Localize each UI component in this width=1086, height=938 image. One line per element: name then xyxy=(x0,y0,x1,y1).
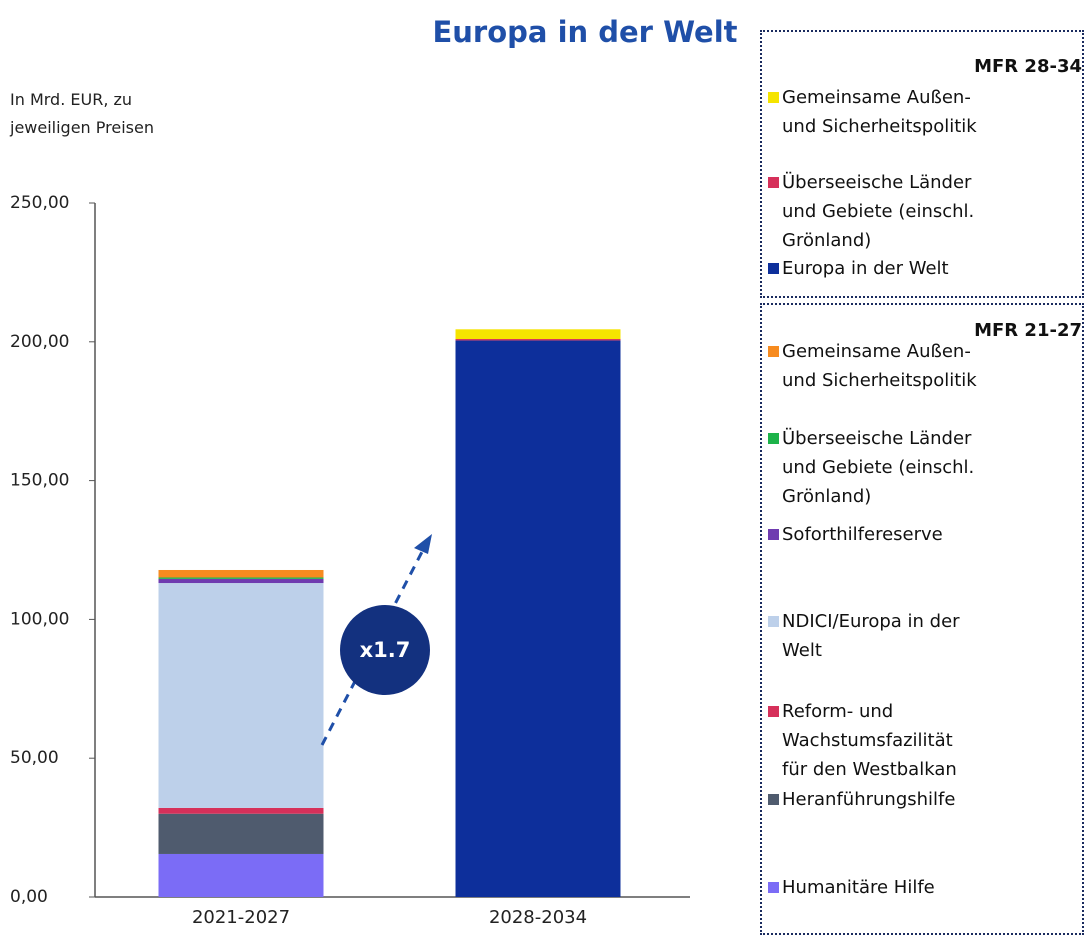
legend-swatch xyxy=(768,616,779,627)
legend-title: MFR 21-27 xyxy=(974,320,1082,341)
bar-segment xyxy=(158,583,324,808)
y-tick-label: 200,00 xyxy=(10,332,69,352)
bar-segment xyxy=(455,339,621,341)
annotation-badge xyxy=(340,605,430,695)
legend-label: Soforthilfereserve xyxy=(782,524,943,545)
legend-swatch xyxy=(768,433,779,444)
legend-item: Heranführungshilfe xyxy=(768,785,956,814)
bar-segment xyxy=(158,578,324,584)
legend-swatch xyxy=(768,794,779,805)
legend-box xyxy=(760,303,1084,935)
legend-box xyxy=(760,30,1084,298)
bar-segment xyxy=(158,577,324,579)
annotation: x1.7 xyxy=(360,638,411,662)
y-tick-label: 150,00 xyxy=(10,471,69,491)
x-tick-label: 2028-2034 xyxy=(489,907,587,928)
y-tick-label: 250,00 xyxy=(10,193,69,213)
bar-segment xyxy=(158,807,324,814)
legend-swatch xyxy=(768,706,779,717)
bar-segment xyxy=(455,340,621,897)
legend-item: Gemeinsame Außen- und Sicherheitspolitik xyxy=(768,83,977,141)
legend-title: MFR 28-34 xyxy=(974,56,1082,77)
bar-segment xyxy=(158,853,324,897)
x-tick-label: 2021-2027 xyxy=(192,907,290,928)
legend-label: Heranführungshilfe xyxy=(782,789,956,810)
legend-label: Gemeinsame Außen- und Sicherheitspolitik xyxy=(782,341,977,391)
legend-item: Humanitäre Hilfe xyxy=(768,873,935,902)
legend-swatch xyxy=(768,177,779,188)
bar-segment xyxy=(158,569,324,578)
legend-swatch xyxy=(768,882,779,893)
legend-item: Überseeische Länder und Gebiete (einschl… xyxy=(768,424,975,511)
arrow-head xyxy=(414,534,432,554)
legend-item: Europa in der Welt xyxy=(768,254,949,283)
y-axis-label: In Mrd. EUR, zu jeweiligen Preisen xyxy=(10,90,154,137)
legend-label: Humanitäre Hilfe xyxy=(782,877,935,898)
chart-title: Europa in der Welt xyxy=(432,15,737,49)
legend-item: Überseeische Länder und Gebiete (einschl… xyxy=(768,168,975,255)
legend-label: Gemeinsame Außen- und Sicherheitspolitik xyxy=(782,87,977,137)
legend-swatch xyxy=(768,529,779,540)
legend-swatch xyxy=(768,92,779,103)
legend-swatch xyxy=(768,346,779,357)
y-tick-label: 50,00 xyxy=(10,748,59,768)
legend-item: NDICI/Europa in der Welt xyxy=(768,607,960,665)
legend-label: NDICI/Europa in der Welt xyxy=(782,611,960,661)
legend-item: Reform- und Wachstumsfazilität für den W… xyxy=(768,697,957,784)
legend-item: Gemeinsame Außen- und Sicherheitspolitik xyxy=(768,337,977,395)
legend-label: Europa in der Welt xyxy=(782,258,949,279)
legend-item: Soforthilfereserve xyxy=(768,520,943,549)
legend-label: Reform- und Wachstumsfazilität für den W… xyxy=(782,701,957,780)
y-tick-label: 100,00 xyxy=(10,609,69,629)
legend-swatch xyxy=(768,263,779,274)
y-tick-label: 0,00 xyxy=(10,887,48,907)
legend-label: Überseeische Länder und Gebiete (einschl… xyxy=(782,428,975,507)
bar-segment xyxy=(455,329,621,340)
bar-segment xyxy=(158,813,324,854)
growth-arrow xyxy=(320,547,426,746)
legend-label: Überseeische Länder und Gebiete (einschl… xyxy=(782,172,975,251)
